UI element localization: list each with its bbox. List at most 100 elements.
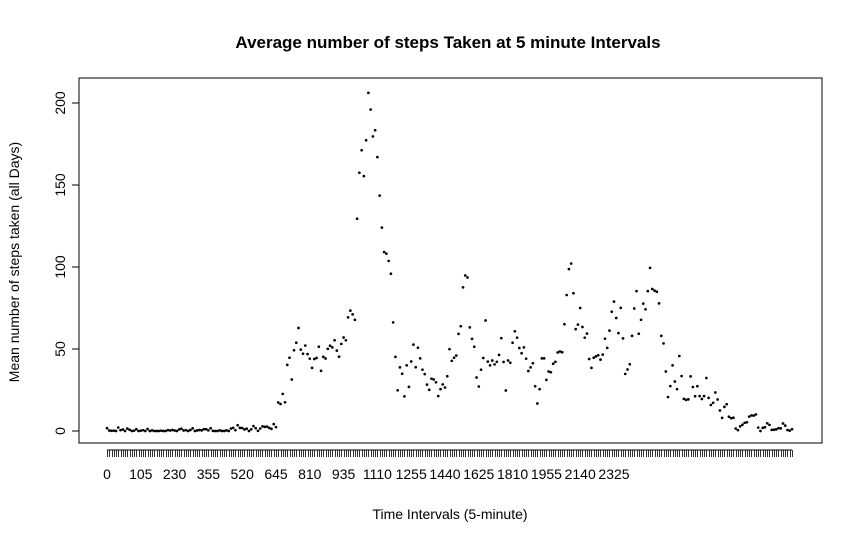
data-point (727, 415, 731, 419)
data-point (281, 392, 285, 396)
data-point (398, 366, 402, 369)
data-point (761, 426, 765, 430)
data-point (324, 357, 327, 360)
data-point (479, 368, 483, 372)
data-point (143, 429, 147, 433)
data-point (182, 429, 185, 432)
data-point (581, 325, 584, 329)
data-point (166, 428, 170, 432)
data-point (655, 290, 659, 294)
data-point (418, 356, 422, 360)
data-point (533, 384, 537, 388)
data-point (342, 336, 345, 339)
data-point (213, 429, 217, 433)
data-point (696, 384, 699, 388)
data-point (531, 361, 535, 365)
data-point (684, 398, 688, 402)
data-point (412, 343, 415, 346)
data-point (353, 318, 357, 322)
data-point (725, 402, 729, 406)
data-point (330, 346, 334, 349)
data-point (186, 429, 190, 433)
data-point (637, 332, 641, 336)
data-point (747, 415, 751, 418)
data-point (405, 364, 409, 367)
data-point (267, 426, 271, 430)
data-point (648, 266, 652, 270)
data-point (729, 416, 733, 420)
data-point (204, 427, 208, 431)
data-point (231, 426, 235, 430)
data-point (594, 355, 598, 358)
x-tick-label: 2325 (598, 466, 629, 482)
data-point (227, 429, 231, 433)
data-point (477, 385, 481, 388)
data-point (497, 353, 501, 357)
data-point (290, 378, 294, 381)
data-point (768, 423, 771, 427)
data-point (245, 427, 249, 431)
data-point (542, 356, 546, 360)
data-point (572, 291, 575, 295)
data-point (285, 363, 289, 367)
data-point (168, 429, 172, 432)
data-point (261, 425, 264, 428)
data-point (644, 307, 647, 311)
data-point (134, 427, 138, 431)
data-point (371, 135, 375, 138)
data-point (360, 148, 363, 152)
data-point (673, 380, 677, 383)
data-point (590, 366, 593, 370)
data-point (443, 386, 447, 389)
data-point (380, 226, 384, 229)
data-point (752, 414, 756, 417)
data-point (763, 425, 767, 429)
data-point (680, 374, 683, 378)
data-point (457, 332, 460, 336)
data-point (116, 426, 120, 429)
data-point (639, 318, 643, 322)
data-point (518, 346, 521, 350)
y-axis-label: Mean number of steps taken (all Days) (6, 142, 22, 382)
data-point (414, 365, 418, 369)
data-point (107, 429, 111, 432)
data-point (459, 324, 463, 328)
data-point (391, 321, 395, 324)
data-point (614, 316, 618, 320)
data-point (502, 360, 505, 364)
data-point (105, 426, 109, 430)
data-point (427, 388, 431, 392)
data-point (666, 395, 670, 399)
data-point (339, 342, 343, 346)
data-point (141, 428, 145, 432)
data-point (653, 289, 656, 292)
data-point (738, 425, 742, 428)
data-point (547, 370, 550, 373)
data-point (236, 423, 240, 427)
x-tick-label: 1440 (429, 466, 460, 482)
data-point (551, 362, 555, 366)
x-tick-label: 1625 (463, 466, 494, 482)
data-point (754, 413, 758, 416)
data-point (157, 429, 161, 433)
data-point (292, 348, 296, 352)
data-point (779, 427, 783, 430)
data-point (772, 428, 776, 432)
data-point (385, 252, 388, 256)
data-point (121, 428, 125, 431)
data-point (218, 428, 222, 432)
data-point (159, 429, 163, 433)
data-point (472, 345, 476, 349)
data-point (628, 362, 632, 366)
data-point (200, 428, 203, 432)
data-point (558, 350, 562, 353)
data-point (617, 331, 620, 335)
data-point (432, 378, 436, 381)
data-point (263, 425, 267, 429)
data-point (786, 428, 789, 432)
data-point (675, 387, 679, 391)
data-point (504, 389, 508, 392)
data-point (119, 428, 122, 432)
data-point (382, 250, 386, 254)
